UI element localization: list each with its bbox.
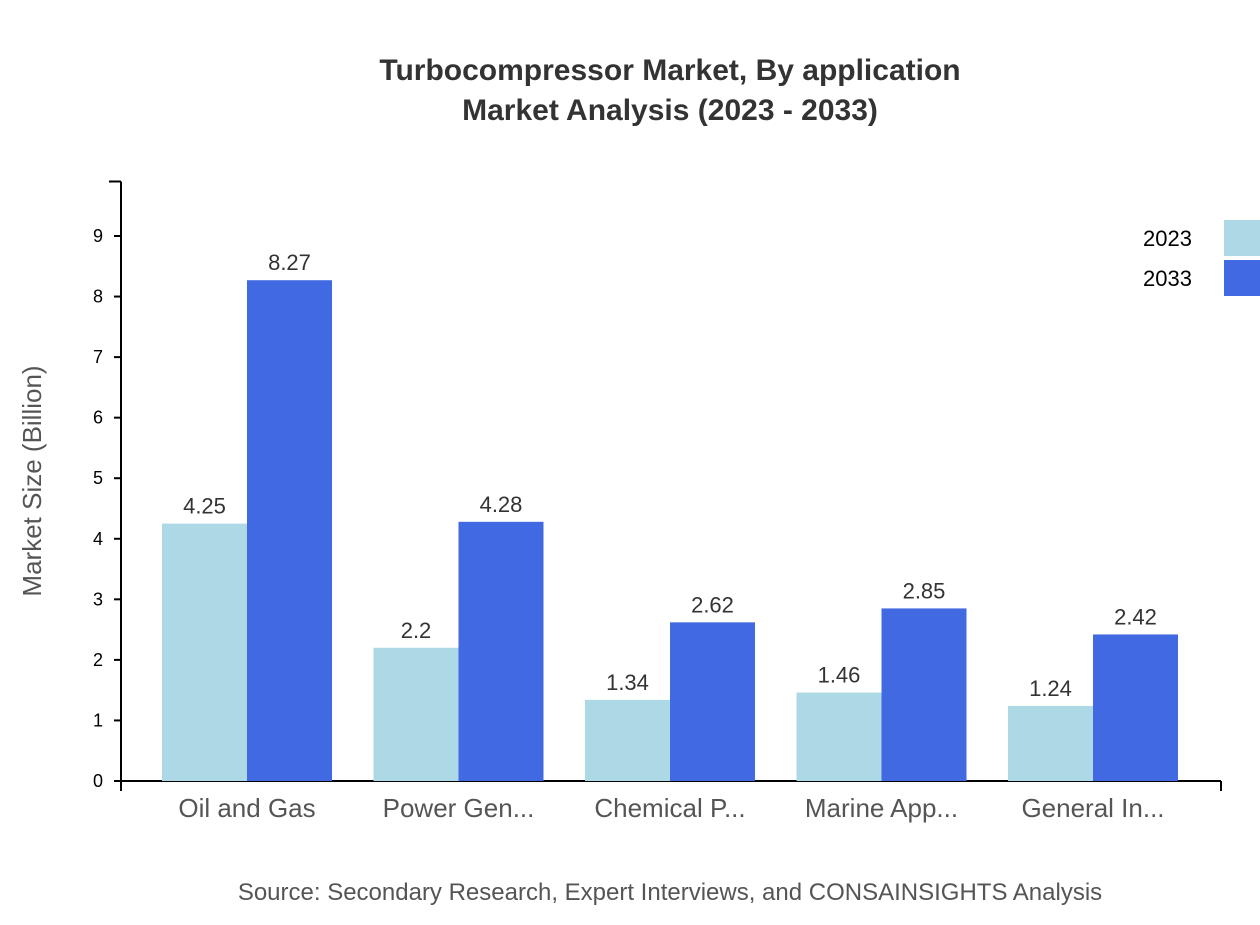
bar (1093, 634, 1178, 781)
x-tick-label: Marine App... (805, 793, 958, 823)
data-label: 1.24 (1029, 676, 1072, 701)
y-tick-label: 0 (93, 771, 103, 791)
y-tick-label: 7 (93, 347, 103, 367)
data-label: 2.42 (1114, 604, 1157, 629)
source-note: Source: Secondary Research, Expert Inter… (238, 879, 1102, 906)
data-label: 4.28 (480, 492, 523, 517)
y-tick-label: 3 (93, 589, 103, 609)
y-tick-label: 5 (93, 468, 103, 488)
legend-swatch (1224, 260, 1260, 296)
bar (1008, 705, 1093, 781)
data-label: 8.27 (268, 250, 311, 275)
data-label: 2.62 (691, 592, 734, 617)
bar (796, 692, 882, 781)
bars: 4.25 8.27 2.2 4.28 1.34 2.62 1.46 2.85 1.24 2.42 (162, 250, 1178, 781)
bar (585, 699, 670, 781)
bar (373, 647, 459, 781)
x-tick-label: Oil and Gas (178, 793, 315, 823)
y-tick-label: 1 (93, 710, 103, 730)
bar (670, 622, 755, 781)
bar (458, 521, 544, 781)
bar (247, 280, 332, 781)
x-axis: Oil and Gas Power Gen... Chemical P... Mari… (120, 780, 1222, 823)
y-axis-label: Market Size (Billion) (17, 365, 47, 596)
y-axis: 0 1 2 3 4 5 6 7 8 9 (93, 180, 122, 791)
x-tick-label: Power Gen... (383, 793, 535, 823)
data-label: 2.2 (401, 618, 432, 643)
data-label: 4.25 (183, 494, 226, 519)
data-label: 2.85 (903, 578, 946, 603)
bar (881, 608, 967, 781)
y-tick-label: 9 (93, 226, 103, 246)
y-tick-label: 6 (93, 408, 103, 428)
legend-label: 2033 (1143, 266, 1192, 291)
x-tick-label: General In... (1021, 793, 1164, 823)
data-label: 1.34 (606, 670, 649, 695)
data-label: 1.46 (818, 663, 861, 688)
y-tick-label: 8 (93, 287, 103, 307)
legend-swatch (1224, 220, 1260, 256)
chart-title: Turbocompressor Market, By application (379, 54, 960, 87)
chart-subtitle: Market Analysis (2023 - 2033) (462, 94, 878, 127)
x-tick-label: Chemical P... (594, 793, 745, 823)
bar (162, 523, 247, 781)
y-tick-label: 4 (93, 529, 103, 549)
legend-label: 2023 (1143, 226, 1192, 251)
y-tick-label: 2 (93, 650, 103, 670)
legend: 2023 2033 (1143, 220, 1260, 296)
